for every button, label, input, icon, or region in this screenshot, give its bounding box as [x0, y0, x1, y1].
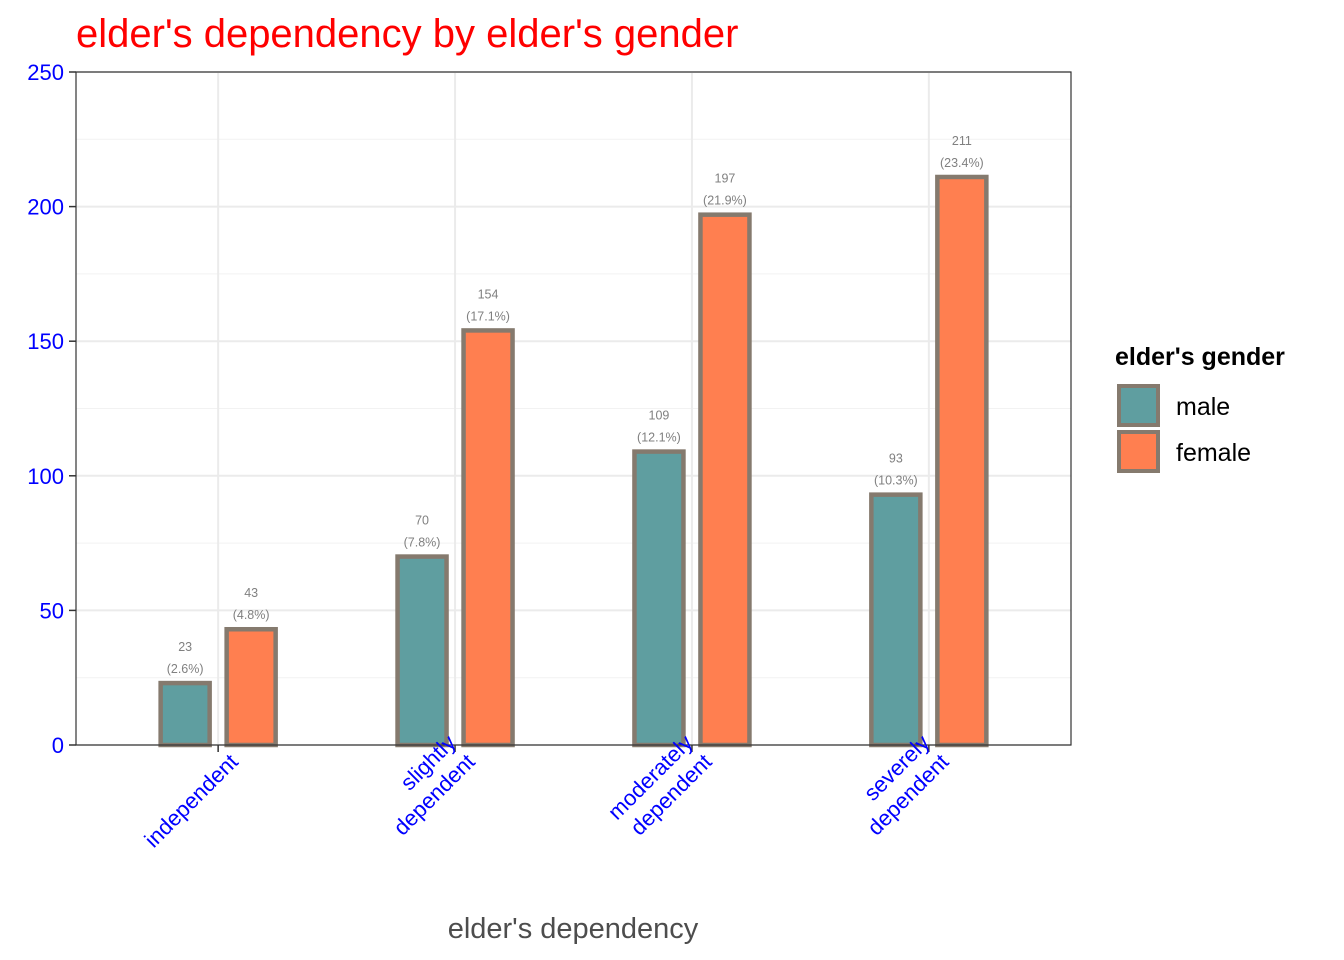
y-tick-label: 200 [27, 195, 64, 220]
bar-male [869, 492, 923, 748]
data-label-value: 93 [889, 452, 903, 466]
legend-title: elder's gender [1115, 343, 1285, 371]
data-label-value: 154 [478, 287, 499, 301]
bar-male [158, 680, 212, 748]
legend-swatch-male [1117, 384, 1160, 427]
data-label-percent: (12.1%) [637, 431, 681, 445]
data-label-value: 70 [415, 514, 429, 528]
data-label-value: 211 [952, 134, 972, 148]
data-label-value: 197 [715, 172, 736, 186]
chart-title: elder's dependency by elder's gender [76, 12, 738, 56]
data-label-value: 109 [649, 409, 670, 423]
legend-label-female: female [1176, 439, 1251, 467]
bar-female [461, 328, 515, 748]
bar-female [698, 212, 752, 748]
y-tick-label: 0 [52, 733, 64, 758]
legend-label-male: male [1176, 393, 1230, 421]
y-tick-label: 150 [27, 329, 64, 354]
data-label-value: 23 [178, 640, 192, 654]
data-label-percent: (2.6%) [167, 662, 204, 676]
data-label-percent: (21.9%) [703, 194, 747, 208]
legend-swatch-female [1117, 430, 1160, 473]
panel-border [75, 71, 1072, 746]
bar-female [224, 626, 278, 748]
bar-male [632, 449, 686, 748]
bar-male [395, 554, 449, 748]
data-label-value: 43 [244, 586, 258, 600]
y-tick-label: 250 [27, 60, 64, 85]
x-tick-label-line: independent [139, 749, 242, 852]
bar-female [935, 174, 989, 748]
data-label-percent: (4.8%) [233, 608, 270, 622]
x-axis-label: elder's dependency [448, 913, 699, 945]
legend: elder's gender male female [1115, 343, 1285, 473]
data-label-percent: (7.8%) [404, 536, 441, 550]
y-tick-label: 100 [27, 464, 64, 489]
data-labels: 23 (2.6%) 70 (7.8%) 109 (12.1%) 93 (10.3%) 43 (4.… [167, 134, 984, 676]
y-tick-label: 50 [40, 598, 64, 623]
data-label-percent: (10.3%) [874, 474, 918, 488]
y-axis: 0 50 100 150 200 250 [27, 60, 76, 758]
bars [158, 174, 989, 748]
data-label-percent: (17.1%) [466, 309, 510, 323]
x-tick-label: independent [139, 749, 242, 852]
data-label-percent: (23.4%) [940, 156, 984, 170]
